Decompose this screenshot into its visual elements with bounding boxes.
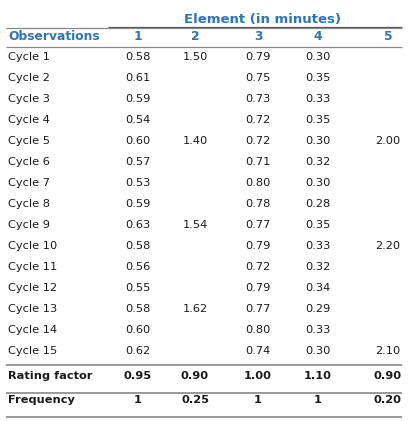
- Text: 2.00: 2.00: [375, 136, 401, 146]
- Text: Element (in minutes): Element (in minutes): [184, 13, 341, 26]
- Text: 0.53: 0.53: [125, 178, 151, 188]
- Text: Rating factor: Rating factor: [8, 371, 93, 381]
- Text: 3: 3: [254, 30, 262, 43]
- Text: 0.55: 0.55: [125, 283, 151, 293]
- Text: Cycle 1: Cycle 1: [8, 52, 50, 62]
- Text: 4: 4: [314, 30, 322, 43]
- Text: Observations: Observations: [8, 30, 100, 43]
- Text: 0.28: 0.28: [305, 199, 330, 209]
- Text: 0.58: 0.58: [125, 241, 151, 251]
- Text: 0.60: 0.60: [125, 325, 151, 335]
- Text: 1.00: 1.00: [244, 371, 272, 381]
- Text: Cycle 2: Cycle 2: [8, 73, 50, 83]
- Text: 0.57: 0.57: [125, 157, 151, 167]
- Text: 0.79: 0.79: [245, 283, 271, 293]
- Text: Cycle 3: Cycle 3: [8, 94, 50, 104]
- Text: Cycle 7: Cycle 7: [8, 178, 50, 188]
- Text: 0.30: 0.30: [305, 178, 331, 188]
- Text: 1.62: 1.62: [182, 304, 208, 314]
- Text: 0.30: 0.30: [305, 346, 331, 356]
- Text: 1.40: 1.40: [182, 136, 208, 146]
- Text: Cycle 14: Cycle 14: [8, 325, 57, 335]
- Text: 0.79: 0.79: [245, 241, 271, 251]
- Text: Cycle 11: Cycle 11: [8, 262, 57, 272]
- Text: Cycle 6: Cycle 6: [8, 157, 50, 167]
- Text: 0.62: 0.62: [125, 346, 151, 356]
- Text: Cycle 13: Cycle 13: [8, 304, 57, 314]
- Text: 0.33: 0.33: [305, 94, 331, 104]
- Text: 0.95: 0.95: [124, 371, 152, 381]
- Text: 0.80: 0.80: [245, 178, 271, 188]
- Text: 1: 1: [314, 395, 322, 405]
- Text: 0.33: 0.33: [305, 325, 331, 335]
- Text: 0.33: 0.33: [305, 241, 331, 251]
- Text: 0.35: 0.35: [305, 220, 331, 230]
- Text: 0.63: 0.63: [125, 220, 151, 230]
- Text: 0.73: 0.73: [245, 94, 271, 104]
- Text: 0.74: 0.74: [245, 346, 271, 356]
- Text: 0.59: 0.59: [125, 199, 151, 209]
- Text: 0.75: 0.75: [245, 73, 271, 83]
- Text: 0.20: 0.20: [374, 395, 402, 405]
- Text: 2: 2: [191, 30, 200, 43]
- Text: 0.71: 0.71: [245, 157, 271, 167]
- Text: 0.90: 0.90: [374, 371, 402, 381]
- Text: 0.35: 0.35: [305, 115, 331, 125]
- Text: Cycle 10: Cycle 10: [8, 241, 57, 251]
- Text: 0.60: 0.60: [125, 136, 151, 146]
- Text: 0.72: 0.72: [245, 136, 271, 146]
- Text: 0.90: 0.90: [181, 371, 209, 381]
- Text: Cycle 8: Cycle 8: [8, 199, 50, 209]
- Text: 0.32: 0.32: [305, 157, 330, 167]
- Text: 0.56: 0.56: [125, 262, 151, 272]
- Text: 2.20: 2.20: [375, 241, 401, 251]
- Text: 0.34: 0.34: [305, 283, 330, 293]
- Text: 0.79: 0.79: [245, 52, 271, 62]
- Text: Cycle 12: Cycle 12: [8, 283, 57, 293]
- Text: 0.72: 0.72: [245, 115, 271, 125]
- Text: 1.54: 1.54: [182, 220, 208, 230]
- Text: 0.58: 0.58: [125, 304, 151, 314]
- Text: 0.77: 0.77: [245, 304, 271, 314]
- Text: 0.30: 0.30: [305, 52, 331, 62]
- Text: 0.78: 0.78: [245, 199, 271, 209]
- Text: 0.58: 0.58: [125, 52, 151, 62]
- Text: 0.25: 0.25: [181, 395, 209, 405]
- Text: 5: 5: [384, 30, 392, 43]
- Text: 0.54: 0.54: [125, 115, 151, 125]
- Text: Cycle 15: Cycle 15: [8, 346, 57, 356]
- Text: 0.80: 0.80: [245, 325, 271, 335]
- Text: 2.10: 2.10: [375, 346, 401, 356]
- Text: 1.10: 1.10: [304, 371, 332, 381]
- Text: 0.29: 0.29: [305, 304, 330, 314]
- Text: 0.30: 0.30: [305, 136, 331, 146]
- Text: 1.50: 1.50: [182, 52, 208, 62]
- Text: 1: 1: [134, 30, 142, 43]
- Text: 0.59: 0.59: [125, 94, 151, 104]
- Text: 0.35: 0.35: [305, 73, 331, 83]
- Text: 0.72: 0.72: [245, 262, 271, 272]
- Text: 1: 1: [254, 395, 262, 405]
- Text: 0.61: 0.61: [125, 73, 151, 83]
- Text: Cycle 4: Cycle 4: [8, 115, 50, 125]
- Text: Frequency: Frequency: [8, 395, 75, 405]
- Text: 0.77: 0.77: [245, 220, 271, 230]
- Text: Cycle 9: Cycle 9: [8, 220, 50, 230]
- Text: 1: 1: [134, 395, 142, 405]
- Text: 0.32: 0.32: [305, 262, 330, 272]
- Text: Cycle 5: Cycle 5: [8, 136, 50, 146]
